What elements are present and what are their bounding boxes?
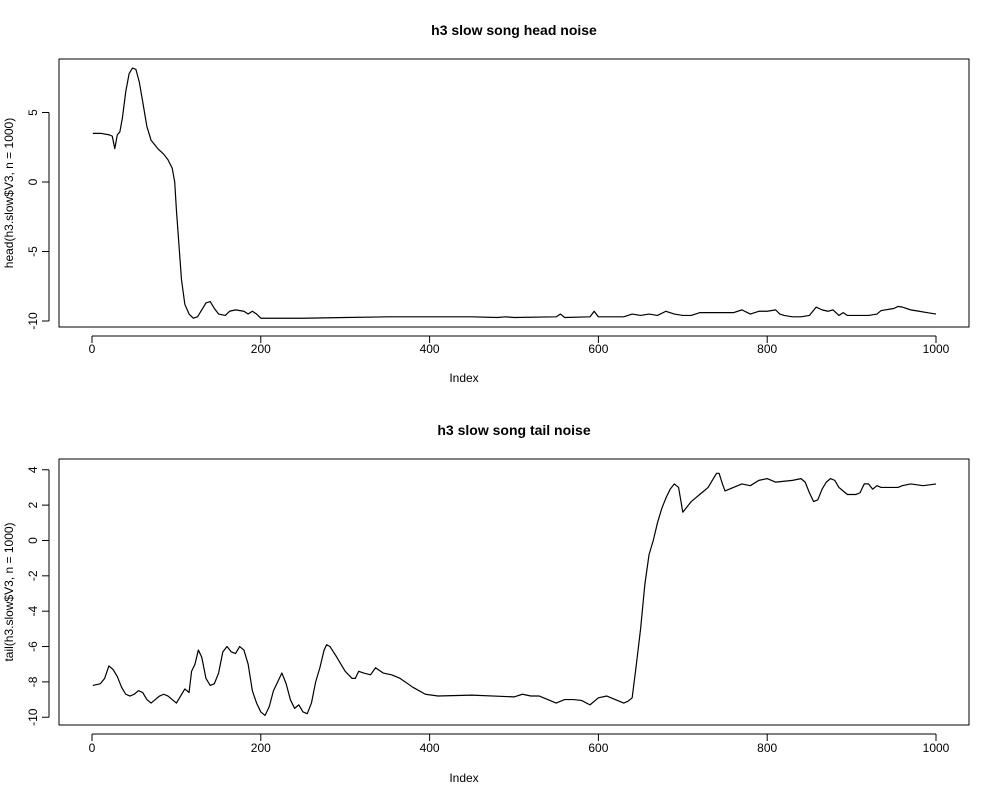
- x-tick-label: 400: [420, 342, 440, 356]
- y-tick-label: -10: [26, 708, 40, 726]
- x-tick-label: 200: [251, 741, 271, 755]
- plot-frame: [58, 58, 970, 328]
- y-axis-label: tail(h3.slow$V3, n = 1000): [2, 522, 16, 661]
- series-line-1: [92, 67, 937, 319]
- x-tick-label: 800: [757, 342, 777, 356]
- y-tick-label: 0: [26, 178, 40, 185]
- series-line-1: [92, 472, 937, 717]
- y-tick-label: 2: [26, 501, 40, 508]
- y-axis-label: head(h3.slow$V3, n = 1000): [2, 118, 16, 268]
- chart-panel-2: h3 slow song tail noise 0 200 400 600 800 1000…: [2, 422, 970, 785]
- x-tick-label: 800: [757, 741, 777, 755]
- chart-panel-1: h3 slow song head noise 0 200 400 600 800 1000…: [2, 22, 970, 385]
- y-tick-label: -10: [26, 312, 40, 330]
- y-tick-label: -5: [26, 246, 40, 257]
- chart-title: h3 slow song tail noise: [437, 422, 590, 438]
- y-tick-label: 5: [26, 109, 40, 116]
- x-tick-label: 200: [251, 342, 271, 356]
- chart-title: h3 slow song head noise: [431, 22, 597, 38]
- x-axis-label: Index: [449, 771, 478, 785]
- x-tick-label: 600: [588, 342, 608, 356]
- x-tick-label: 400: [420, 741, 440, 755]
- y-tick-label: -2: [26, 570, 40, 581]
- plot-frame: [58, 458, 970, 726]
- x-axis-label: Index: [449, 371, 478, 385]
- y-tick-label: -8: [26, 676, 40, 687]
- x-tick-label: 0: [89, 342, 96, 356]
- x-tick-label: 1000: [923, 342, 950, 356]
- y-tick-label: 0: [26, 537, 40, 544]
- y-tick-label: -6: [26, 641, 40, 652]
- x-tick-label: 0: [89, 741, 96, 755]
- x-tick-label: 600: [588, 741, 608, 755]
- y-tick-label: -4: [26, 606, 40, 617]
- x-tick-label: 1000: [923, 741, 950, 755]
- y-tick-label: 4: [26, 466, 40, 473]
